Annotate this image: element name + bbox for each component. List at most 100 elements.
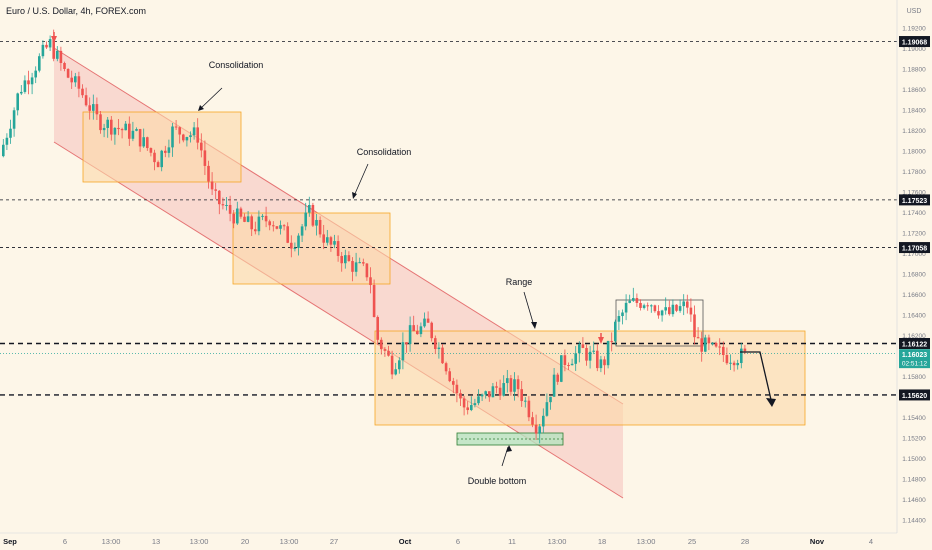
candle-body xyxy=(617,316,621,322)
candle-body xyxy=(408,325,412,345)
candle-body xyxy=(657,311,660,316)
key-level-tag-label: 1.15620 xyxy=(902,393,927,400)
candle-body xyxy=(326,237,329,243)
candle-body xyxy=(70,77,73,83)
candle-body xyxy=(635,298,639,303)
candle-body xyxy=(628,300,631,303)
candle-body xyxy=(56,50,59,59)
last-price-countdown: 02:51:12 xyxy=(902,361,928,368)
candle-body xyxy=(196,127,199,143)
time-tick-label: 25 xyxy=(688,537,696,546)
candle-body xyxy=(570,363,574,366)
candle-body xyxy=(455,384,459,394)
candle-body xyxy=(81,88,84,96)
candle-body xyxy=(729,362,732,364)
candle-body xyxy=(59,50,63,64)
candle-body xyxy=(250,216,253,230)
last-price-tag xyxy=(899,349,930,369)
key-level-tag-label: 1.16122 xyxy=(902,341,927,348)
candle-body xyxy=(376,316,379,340)
candle-body xyxy=(520,389,523,402)
time-tick-label: 13:00 xyxy=(548,537,567,546)
candle-body xyxy=(614,321,617,342)
candle-body xyxy=(210,181,214,190)
candle-body xyxy=(315,219,318,226)
candle-body xyxy=(632,298,635,301)
candle-body xyxy=(686,301,689,308)
candles-group xyxy=(2,29,747,444)
candle-body xyxy=(545,402,549,416)
candle-body xyxy=(534,424,538,434)
candle-body xyxy=(466,407,469,411)
candle-body xyxy=(20,91,23,94)
candle-body xyxy=(246,216,250,222)
time-tick-label: 4 xyxy=(869,537,873,546)
annotation-label: Consolidation xyxy=(209,60,264,70)
candle-body xyxy=(524,400,527,402)
candle-body xyxy=(106,119,109,128)
candle-body xyxy=(16,93,19,111)
candle-body xyxy=(538,426,541,434)
candle-body xyxy=(736,363,739,366)
candle-body xyxy=(275,226,279,229)
candle-body xyxy=(207,165,210,182)
candle-body xyxy=(358,262,361,264)
pointer-head xyxy=(531,322,537,329)
candle-body xyxy=(462,398,466,408)
candle-body xyxy=(264,215,268,222)
candle-body xyxy=(257,216,261,232)
candle-body xyxy=(480,394,484,397)
candle-body xyxy=(671,304,675,315)
candle-body xyxy=(362,262,365,264)
candle-body xyxy=(434,338,437,350)
candle-body xyxy=(574,353,577,364)
candle-body xyxy=(599,359,603,369)
candle-body xyxy=(401,342,405,361)
candle-body xyxy=(531,417,534,425)
candle-body xyxy=(714,343,718,347)
candle-body xyxy=(329,237,333,245)
candle-body xyxy=(732,362,736,366)
candle-body xyxy=(405,342,408,345)
candle-body xyxy=(660,310,664,316)
candle-body xyxy=(610,340,613,342)
candle-body xyxy=(488,391,491,398)
candle-body xyxy=(48,39,52,48)
candle-body xyxy=(290,242,293,249)
pointer-head xyxy=(352,192,357,199)
candle-body xyxy=(221,204,225,206)
candle-body xyxy=(596,350,599,369)
candle-body xyxy=(722,346,725,356)
candle-body xyxy=(624,302,628,313)
candle-body xyxy=(473,403,477,406)
time-tick-label: 13:00 xyxy=(102,537,121,546)
candle-body xyxy=(506,378,509,384)
candle-body xyxy=(12,110,16,129)
candle-body xyxy=(192,127,196,136)
candle-body xyxy=(581,344,585,348)
candle-body xyxy=(725,355,729,364)
candle-body xyxy=(153,152,156,163)
pointer-line xyxy=(199,87,223,110)
candle-body xyxy=(164,150,167,153)
candle-body xyxy=(459,393,462,399)
pointer-head xyxy=(506,445,512,452)
candle-body xyxy=(689,307,693,315)
price-tick-label: 1.18000 xyxy=(902,149,926,156)
candle-body xyxy=(430,322,433,339)
key-level-tag-label: 1.17523 xyxy=(902,198,927,205)
candle-body xyxy=(135,129,138,131)
candle-body xyxy=(131,130,135,139)
candle-body xyxy=(52,39,55,59)
candle-body xyxy=(322,234,325,243)
candle-body xyxy=(63,63,66,69)
price-tick-label: 1.15400 xyxy=(902,415,926,422)
time-tick-label: 27 xyxy=(330,537,338,546)
candle-body xyxy=(228,204,232,214)
candle-body xyxy=(678,306,682,311)
candle-body xyxy=(268,221,271,226)
candle-body xyxy=(84,95,88,106)
candle-body xyxy=(563,355,567,366)
